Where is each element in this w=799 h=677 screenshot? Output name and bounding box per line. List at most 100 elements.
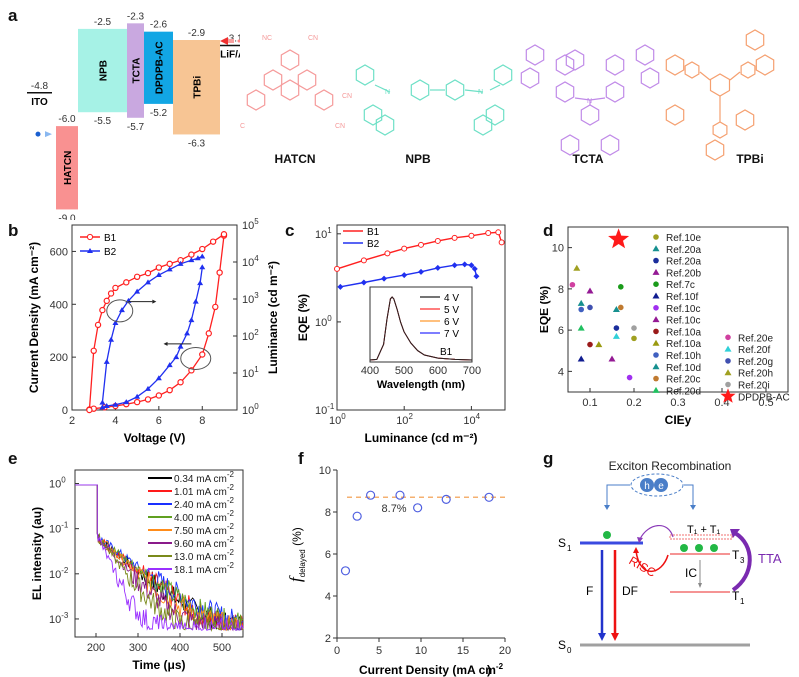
- legend-label: 7.50 mA cm-2: [174, 522, 234, 537]
- series-line: [101, 255, 203, 403]
- x-tick-label: 8: [199, 415, 205, 427]
- homo-label: -5.5: [94, 116, 112, 127]
- energy-block-tpbi: [173, 40, 220, 135]
- ring: [740, 61, 756, 79]
- molecule-label-hatcn: HATCN: [274, 152, 316, 166]
- electron-label: e: [658, 481, 664, 492]
- legend-label: 1.01 mA cm-2: [174, 483, 234, 498]
- data-point: [99, 404, 106, 410]
- ring: [705, 139, 725, 161]
- y-tick-label: 400: [50, 299, 68, 311]
- inset-x-tick-label: 500: [395, 365, 413, 377]
- x-axis-label: Voltage (V): [124, 431, 186, 445]
- df-label: DF: [622, 584, 638, 598]
- data-point: [99, 399, 106, 405]
- data-point: [381, 275, 388, 282]
- inset-frame: [369, 286, 473, 363]
- legend-marker: [653, 375, 659, 382]
- ring: [297, 69, 317, 91]
- y-axis-label: EQE (%): [540, 286, 551, 333]
- layer-name: TPBi: [193, 76, 204, 99]
- x-tick-label: 2: [69, 415, 75, 427]
- data-point: [166, 362, 173, 368]
- nitrogen-label: N: [478, 89, 483, 96]
- energy-block-tcta: [127, 23, 144, 118]
- ring: [355, 64, 375, 86]
- x-tick-label: 500: [213, 642, 231, 654]
- bond: [729, 71, 741, 81]
- legend-label: Ref.10d: [666, 363, 701, 374]
- y-tick-label: 6: [325, 549, 331, 561]
- bond: [489, 84, 501, 91]
- panel-label-c: c: [285, 221, 295, 240]
- t1-label: T: [732, 589, 740, 603]
- legend-marker: [653, 352, 659, 358]
- risc-label: RISC: [627, 553, 659, 580]
- data-point: [209, 238, 217, 245]
- recombination-path-left: [606, 484, 630, 507]
- electron-injection-arrow-icon: [220, 37, 228, 45]
- legend-label: 18.1 mA cm-2: [174, 561, 234, 576]
- inset-legend-label: 6 V: [444, 317, 459, 328]
- data-point: [434, 264, 441, 271]
- hole-injection-arrow-icon: [45, 131, 52, 138]
- ring: [555, 81, 575, 103]
- legend-label: Ref.10c: [666, 316, 700, 327]
- data-point: [134, 288, 141, 294]
- exciton-pair-ellipse: [630, 473, 684, 497]
- y-tick-label: 10-2: [49, 566, 69, 581]
- data-point: [468, 262, 475, 269]
- homo-label: -6.3: [188, 138, 206, 149]
- data-point-ref-20h: [573, 264, 581, 271]
- legend-label: Ref.20i: [738, 381, 770, 392]
- exciton-dot: [695, 544, 703, 552]
- legend-marker: [720, 388, 736, 403]
- decay-trace: [75, 484, 244, 632]
- t1-plus-t1-label: T₁ + T₁: [687, 524, 720, 536]
- ring: [755, 54, 775, 76]
- molecule-structures: NCCNNCCNNCCNNNN: [240, 29, 775, 161]
- legend-label: Ref.10h: [666, 351, 701, 362]
- data-point: [395, 490, 405, 500]
- data-point: [199, 351, 206, 358]
- legend-label: B2: [367, 239, 380, 250]
- data-point: [103, 403, 110, 409]
- legend-label: 4.00 mA cm-2: [174, 509, 234, 524]
- x-tick-label: 6: [156, 415, 162, 427]
- cyano-label: NC: [262, 35, 272, 42]
- tta-arrow: [731, 531, 752, 592]
- lumo-label: -2.9: [188, 28, 206, 39]
- homo-label: -9.0: [58, 213, 76, 220]
- data-point: [188, 257, 195, 263]
- data-point: [413, 503, 423, 513]
- arrow-head: [690, 505, 696, 510]
- x-tick-label: 102: [396, 412, 413, 427]
- bond: [589, 97, 606, 101]
- data-point-ref-10a: [595, 341, 603, 348]
- y-tick-label: 101: [315, 226, 332, 241]
- legend-label: 0.34 mA cm-2: [174, 470, 234, 485]
- legend-label: 2.40 mA cm-2: [174, 496, 234, 511]
- bond: [374, 84, 391, 93]
- inset-note: B1: [440, 347, 453, 358]
- ring: [314, 89, 334, 111]
- data-point-ref-20d: [577, 324, 585, 331]
- y-axis-label: EL intensity (au): [30, 507, 44, 600]
- ring: [709, 73, 731, 97]
- ring: [580, 104, 600, 126]
- x-tick-label: 400: [171, 642, 189, 654]
- ring: [600, 134, 620, 156]
- data-point: [133, 273, 141, 281]
- y2-tick-label: 103: [242, 291, 259, 306]
- data-point-ref-10c: [608, 355, 616, 362]
- ring: [635, 44, 655, 66]
- y-axis-label: Current Density (mA cm⁻²): [27, 242, 41, 393]
- t3-sub: 3: [740, 556, 745, 565]
- data-point: [365, 490, 376, 500]
- legend-label: 13.0 mA cm-2: [174, 548, 234, 563]
- y-tick-label: 8: [558, 284, 564, 296]
- energy-value-label: -4.8: [31, 81, 49, 92]
- y-tick-label: 10: [319, 465, 331, 477]
- data-point: [340, 566, 351, 576]
- data-point: [155, 392, 163, 399]
